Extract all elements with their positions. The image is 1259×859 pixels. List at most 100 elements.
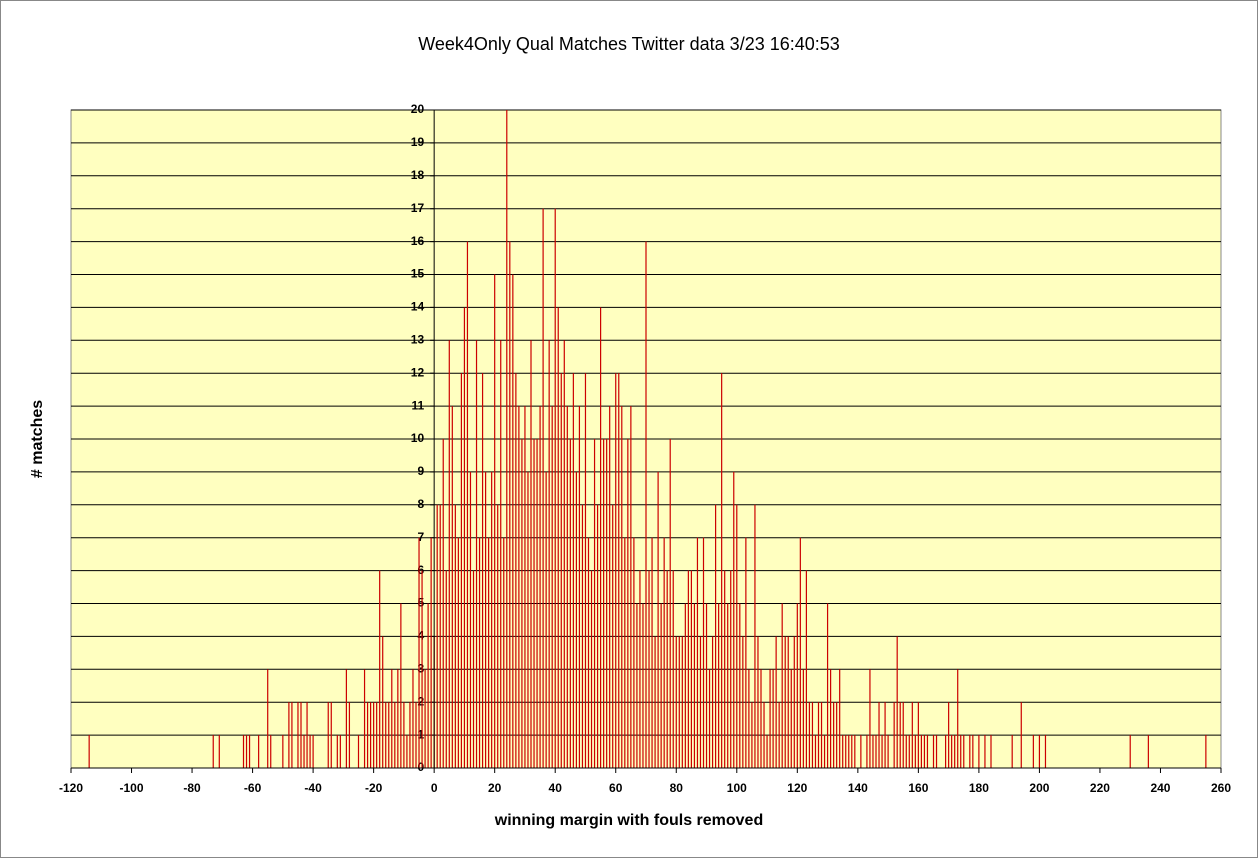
bar: [872, 735, 874, 768]
y-tick-label: 6: [417, 563, 424, 577]
bar: [645, 241, 647, 769]
bar: [911, 702, 913, 768]
x-axis-title: winning margin with fouls removed: [494, 812, 763, 829]
bar: [618, 373, 620, 768]
bar: [430, 537, 432, 768]
x-tick-label: 60: [609, 781, 623, 795]
y-tick-label: 0: [417, 760, 424, 774]
bar: [412, 669, 414, 768]
bar: [488, 537, 490, 768]
bar: [600, 307, 602, 768]
x-tick-label: -60: [244, 781, 262, 795]
y-tick-label: 4: [417, 629, 424, 643]
bar: [288, 702, 290, 768]
bar: [569, 439, 571, 768]
bar: [663, 537, 665, 768]
bar: [612, 504, 614, 768]
x-tick-label: 180: [969, 781, 989, 795]
bar: [593, 439, 596, 768]
bar: [908, 735, 910, 768]
bar: [376, 702, 378, 768]
bar: [524, 406, 526, 768]
bar: [590, 570, 593, 768]
bar: [636, 603, 638, 768]
bar: [781, 603, 783, 768]
bar: [705, 603, 708, 768]
bar: [757, 636, 759, 768]
y-tick-label: 13: [411, 332, 425, 346]
bar: [370, 702, 372, 768]
bar: [748, 669, 750, 768]
bar: [560, 373, 562, 768]
bar: [578, 406, 581, 768]
x-tick-label: 120: [787, 781, 807, 795]
bar: [1205, 735, 1207, 768]
bar: [548, 340, 550, 768]
x-tick-label: 100: [727, 781, 747, 795]
bar: [948, 702, 950, 768]
bar: [621, 406, 623, 768]
bar: [551, 406, 553, 768]
bar: [642, 603, 644, 768]
bar: [385, 702, 387, 768]
bar: [990, 735, 992, 768]
bar: [339, 735, 341, 768]
bar: [727, 603, 729, 768]
bar: [506, 110, 508, 768]
bar: [457, 537, 459, 768]
bar: [969, 735, 971, 768]
bar: [724, 570, 726, 768]
bar: [472, 570, 475, 768]
bar: [481, 373, 484, 768]
bar: [745, 537, 747, 768]
bar: [878, 702, 880, 768]
bar: [258, 735, 260, 768]
bar: [833, 702, 835, 768]
bar: [539, 406, 541, 768]
bar: [639, 570, 641, 768]
bar: [721, 373, 723, 768]
bar: [563, 340, 565, 768]
y-tick-label: 15: [411, 267, 425, 281]
bar: [699, 636, 702, 768]
bar: [693, 603, 696, 768]
bar: [817, 702, 820, 768]
bar: [557, 307, 559, 768]
bar: [775, 636, 777, 768]
x-tick-label: -80: [183, 781, 201, 795]
bar: [357, 735, 360, 768]
bar: [542, 208, 544, 768]
y-tick-label: 1: [417, 727, 424, 741]
bar: [972, 735, 974, 768]
bar: [306, 702, 308, 768]
bar: [530, 340, 532, 768]
bar: [485, 471, 487, 768]
bar: [715, 504, 717, 768]
chart-title: Week4Only Qual Matches Twitter data 3/23…: [418, 34, 840, 54]
bar: [478, 537, 481, 768]
y-tick-label: 9: [417, 464, 424, 478]
bar: [769, 669, 771, 768]
y-tick-label: 11: [411, 398, 424, 412]
y-tick-label: 7: [417, 530, 424, 544]
bar: [545, 471, 547, 768]
bar: [581, 504, 584, 768]
x-tick-label: -20: [365, 781, 383, 795]
bar: [270, 735, 272, 768]
bar: [442, 439, 444, 768]
y-tick-label: 12: [411, 365, 425, 379]
bar: [751, 702, 753, 768]
bar: [596, 504, 599, 768]
bar: [826, 603, 829, 768]
x-tick-label: -100: [120, 781, 144, 795]
bar: [772, 669, 774, 768]
bar: [388, 702, 390, 768]
bar: [711, 636, 714, 768]
bar: [811, 702, 814, 768]
bar: [733, 471, 735, 768]
bar: [609, 406, 611, 768]
bar: [1038, 735, 1041, 768]
bar: [463, 307, 466, 768]
bar: [869, 669, 871, 768]
bar: [851, 735, 853, 768]
